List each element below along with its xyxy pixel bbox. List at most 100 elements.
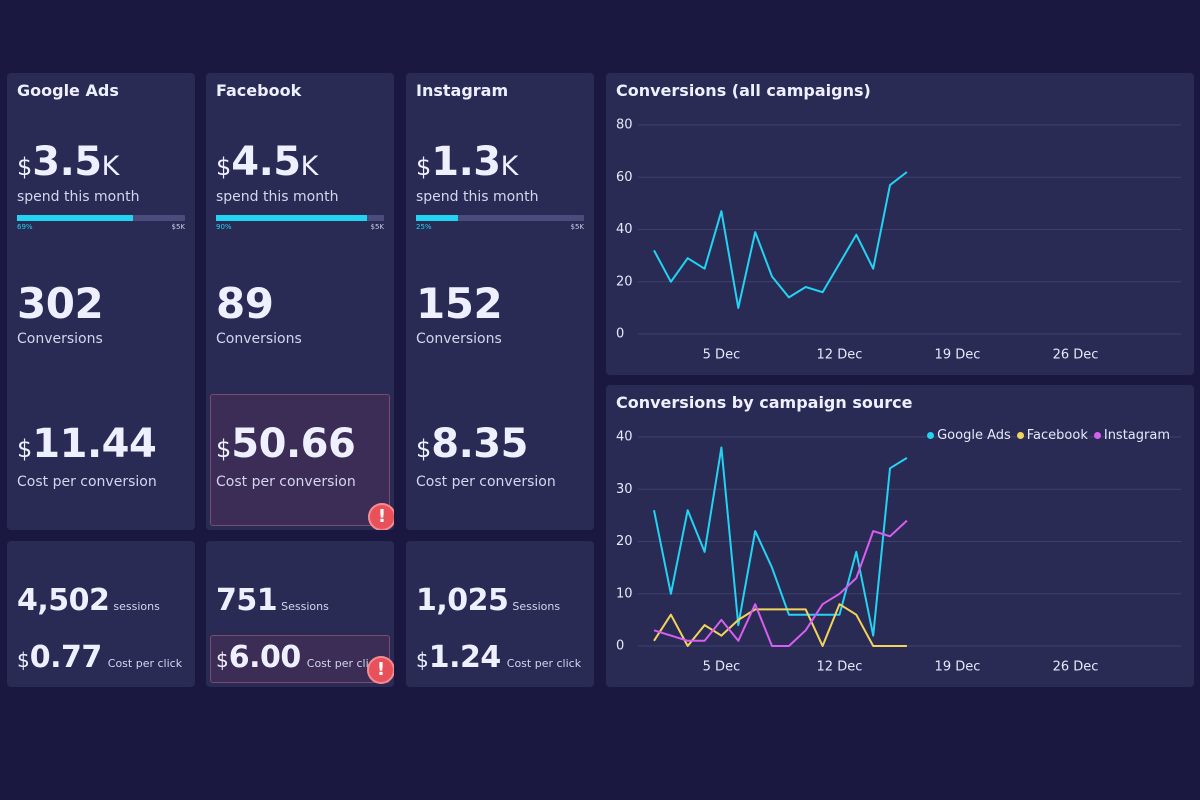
x-tick-label: 5 Dec [703, 348, 741, 363]
series-line [653, 171, 908, 309]
legend-label: Facebook [1026, 428, 1088, 443]
card-title: Instagram [416, 81, 509, 100]
card-title: Facebook [216, 81, 302, 100]
sessions-label: Sessions [512, 600, 561, 613]
conversions-value: 302 [17, 279, 104, 328]
y-tick-label: 10 [616, 586, 633, 601]
cost-per-conversion: $8.35 [416, 421, 528, 467]
legend-label: Google Ads [937, 428, 1011, 443]
cpc-label: Cost per click [306, 657, 382, 670]
series-line [653, 446, 908, 637]
y-tick-label: 0 [616, 327, 624, 342]
sessions: 751 Sessions [216, 583, 329, 618]
currency: $ [17, 435, 33, 463]
unit: K [101, 151, 120, 182]
spend-label: spend this month [17, 189, 140, 205]
progress-fill [416, 215, 458, 221]
series-line [653, 519, 908, 647]
progress-max: $5K [171, 223, 186, 231]
y-tick-label: 40 [616, 222, 633, 237]
currency: $ [216, 153, 232, 181]
cpc-value: 1.24 [428, 640, 502, 675]
currency: $ [17, 648, 30, 672]
currency: $ [216, 648, 229, 672]
kpi-card: 4,502 sessions $0.77 Cost per click [7, 541, 195, 687]
sessions-value: 751 [216, 583, 278, 618]
conversions-label: Conversions [17, 331, 103, 347]
amount: 4.5 [231, 139, 301, 185]
x-tick-label: 19 Dec [935, 348, 981, 363]
legend-label: Instagram [1103, 428, 1170, 443]
currency: $ [17, 153, 33, 181]
y-tick-label: 40 [616, 430, 633, 445]
chart-title: Conversions (all campaigns) [616, 81, 871, 100]
conversions-label: Conversions [416, 331, 502, 347]
progress-label: 90% [216, 223, 232, 231]
cpc-label: Cost per click [107, 657, 183, 670]
legend-item: Instagram [1093, 428, 1170, 443]
cost-label: Cost per conversion [416, 474, 556, 490]
currency: $ [216, 435, 232, 463]
alert-icon: ! [368, 503, 394, 530]
x-tick-label: 19 Dec [935, 660, 981, 675]
x-tick-label: 26 Dec [1053, 348, 1099, 363]
currency: $ [416, 435, 432, 463]
conversions-value: 89 [216, 279, 274, 328]
y-tick-label: 0 [616, 639, 624, 654]
cost-per-click: $0.77 Cost per click [17, 640, 182, 675]
chart-title: Conversions by campaign source [616, 393, 913, 412]
spend-value: $1.3 K [416, 139, 518, 185]
spend-label: spend this month [216, 189, 339, 205]
cpc-label: Cost per click [506, 657, 582, 670]
progress-fill [17, 215, 133, 221]
cost-label: Cost per conversion [17, 474, 157, 490]
spend-value: $4.5 K [216, 139, 318, 185]
y-tick-label: 80 [616, 118, 633, 133]
legend-item: Google Ads [927, 428, 1011, 443]
series-line [653, 603, 907, 647]
legend: Google Ads Facebook Instagram [927, 428, 1170, 443]
chart-panel: Conversions by campaign source 0 10 20 30 40 5… [606, 385, 1194, 687]
progress-track [416, 215, 584, 221]
cost-value: 11.44 [32, 421, 157, 467]
progress-track [17, 215, 185, 221]
chart-panel: Conversions (all campaigns) 0 20 40 60 80 5 De… [606, 73, 1194, 375]
chart: 0 10 20 30 40 5 Dec 12 Dec 19 Dec 26 Dec [616, 430, 1181, 675]
y-tick-label: 20 [616, 274, 633, 289]
spend-value: $3.5 K [17, 139, 119, 185]
progress-fill [216, 215, 368, 221]
alert-box [210, 394, 390, 526]
amount: 1.3 [431, 139, 501, 185]
currency: $ [416, 153, 432, 181]
sessions: 4,502 sessions [17, 583, 160, 618]
kpi-card: 751 Sessions $6.00 Cost per click! [206, 541, 394, 687]
sessions-value: 4,502 [17, 583, 110, 618]
sessions: 1,025 Sessions [416, 583, 560, 618]
progress-max: $5K [370, 223, 385, 231]
cost-value: 8.35 [431, 421, 528, 467]
progress-label: 69% [17, 223, 33, 231]
amount: 3.5 [32, 139, 102, 185]
x-tick-label: 26 Dec [1053, 660, 1099, 675]
cost-per-conversion: $11.44 [17, 421, 157, 467]
conversions-value: 152 [416, 279, 503, 328]
progress-track [216, 215, 384, 221]
y-tick-label: 20 [616, 534, 633, 549]
chart: 0 20 40 60 80 5 Dec 12 Dec 19 Dec 26 Dec [616, 118, 1181, 363]
cost-per-conversion: $50.66 [216, 421, 356, 467]
cost-label: Cost per conversion [216, 474, 356, 490]
sessions-label: sessions [113, 600, 160, 613]
kpi-card: 1,025 Sessions $1.24 Cost per click [406, 541, 594, 687]
x-tick-label: 5 Dec [703, 660, 741, 675]
alert-icon: ! [367, 656, 394, 684]
x-tick-label: 12 Dec [817, 348, 863, 363]
x-tick-label: 12 Dec [817, 660, 863, 675]
legend-swatch [1093, 432, 1101, 439]
card-title: Google Ads [17, 81, 119, 100]
y-tick-label: 60 [616, 170, 633, 185]
currency: $ [416, 648, 429, 672]
